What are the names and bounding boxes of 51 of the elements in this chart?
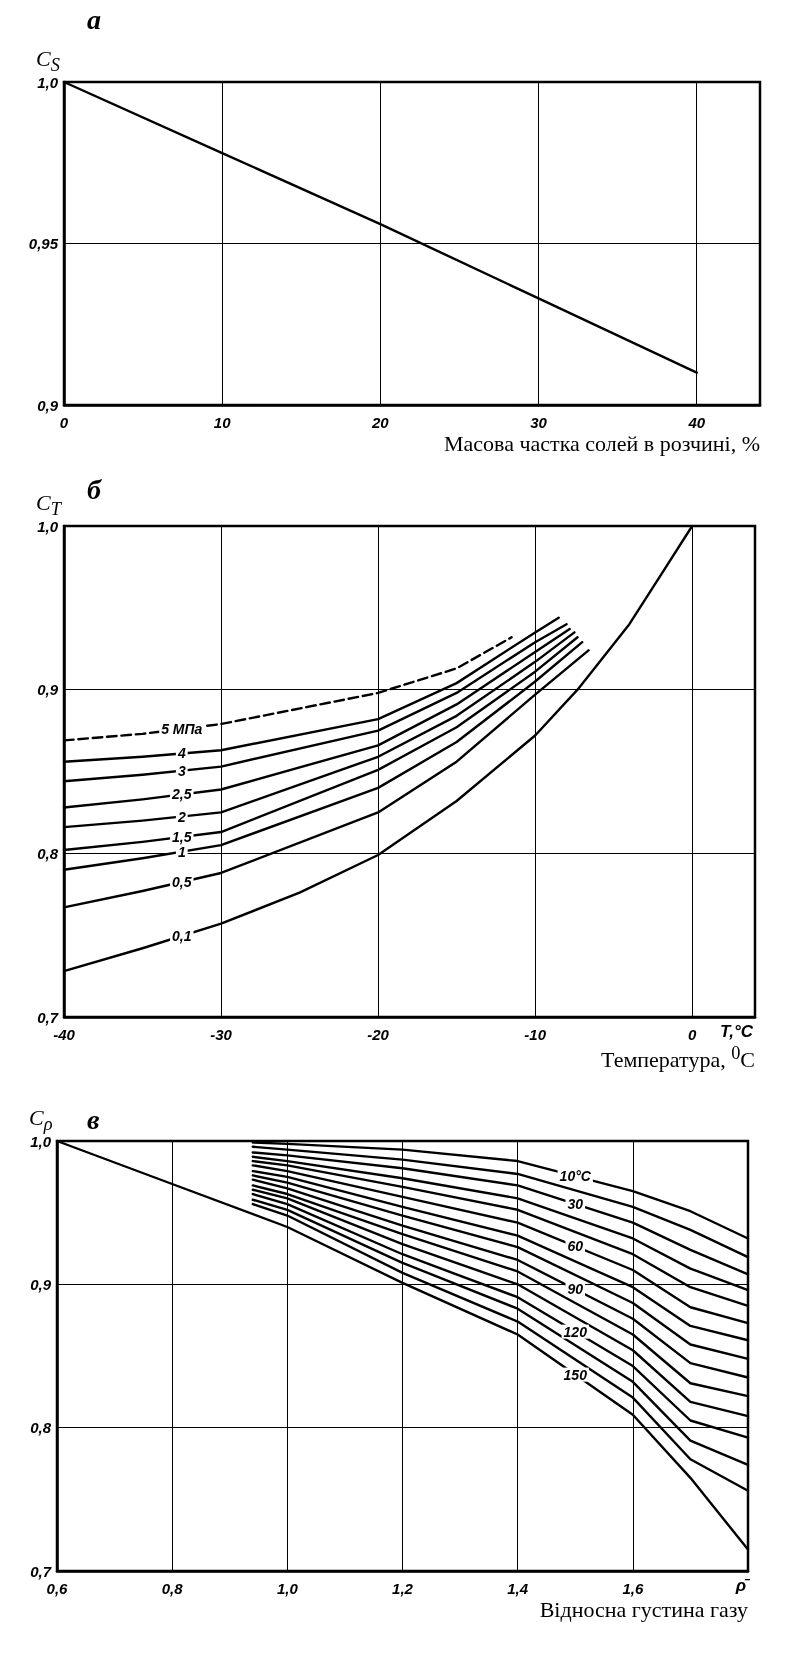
y-tick-label: 0,8 bbox=[37, 844, 59, 862]
y-tick-label: 0,9 bbox=[30, 1275, 52, 1293]
x-tick-label: -30 bbox=[210, 1026, 233, 1043]
series-label: 4 bbox=[176, 745, 186, 762]
x-tick-label: 20 bbox=[371, 414, 390, 431]
series-label: 2,5 bbox=[171, 786, 192, 803]
x-tick-label: 10 bbox=[213, 414, 232, 431]
series-label: 5 МПа bbox=[161, 720, 203, 737]
y-tick-label: 0,7 bbox=[37, 1008, 59, 1026]
series-label: 150 bbox=[563, 1366, 588, 1383]
x-tick-label: 1,2 bbox=[392, 1580, 414, 1597]
x-axis-title: Масова частка солей в розчині, % bbox=[444, 431, 760, 457]
series-label: 120 bbox=[563, 1323, 588, 1340]
y-axis-title: C$_{T}$ bbox=[36, 490, 61, 520]
x-tick-label: 30 bbox=[530, 414, 548, 431]
x-axis-title: Відносна густина газу bbox=[539, 1597, 748, 1623]
y-tick-label: 0,95 bbox=[28, 235, 59, 252]
series-label: 2 bbox=[176, 808, 186, 825]
y-tick-label: 1,0 bbox=[37, 517, 59, 535]
x-tick-label: 1,6 bbox=[622, 1580, 644, 1597]
y-axis-title: C$_{ρ}$ bbox=[29, 1105, 53, 1135]
x-tick-label: 1,0 bbox=[276, 1580, 299, 1597]
text: ρ̄ bbox=[734, 1576, 751, 1595]
x-tick-label: -40 bbox=[53, 1026, 76, 1043]
series-label: 90 bbox=[567, 1281, 584, 1298]
y-tick-label: 1,0 bbox=[37, 73, 59, 91]
y-tick-label: 0,9 bbox=[37, 396, 59, 414]
x-tick-label: 40 bbox=[687, 414, 706, 431]
x-axis-title: Температура, $^{0}$C bbox=[601, 1043, 755, 1074]
series-label: 3 bbox=[177, 762, 186, 779]
x-tick-label: 0 bbox=[59, 414, 69, 431]
x-tick-label: 0,8 bbox=[161, 1580, 184, 1597]
y-tick-label: 0,8 bbox=[30, 1419, 52, 1437]
series-label: 10°C bbox=[559, 1168, 592, 1185]
chart-title: а bbox=[87, 3, 101, 35]
text: T,°C bbox=[720, 1022, 754, 1041]
x-tick-label: 1,4 bbox=[507, 1580, 529, 1597]
series-label: 1,5 bbox=[172, 828, 192, 845]
x-tick-label: -20 bbox=[367, 1026, 390, 1043]
y-axis-title: C$_{S}$ bbox=[36, 46, 60, 76]
chart-title: б bbox=[87, 473, 102, 505]
series-label: 30 bbox=[567, 1196, 584, 1213]
chart-title: в bbox=[87, 1103, 100, 1135]
series-label: 60 bbox=[567, 1238, 584, 1255]
series-label: 0,5 bbox=[172, 873, 192, 890]
series-label: 0,1 bbox=[172, 927, 192, 944]
y-tick-label: 0,7 bbox=[30, 1562, 52, 1580]
x-tick-label: 0 bbox=[688, 1026, 698, 1043]
y-tick-label: 0,9 bbox=[37, 681, 59, 699]
x-tick-label: 0,6 bbox=[46, 1580, 69, 1597]
x-tick-label: -10 bbox=[524, 1026, 547, 1043]
